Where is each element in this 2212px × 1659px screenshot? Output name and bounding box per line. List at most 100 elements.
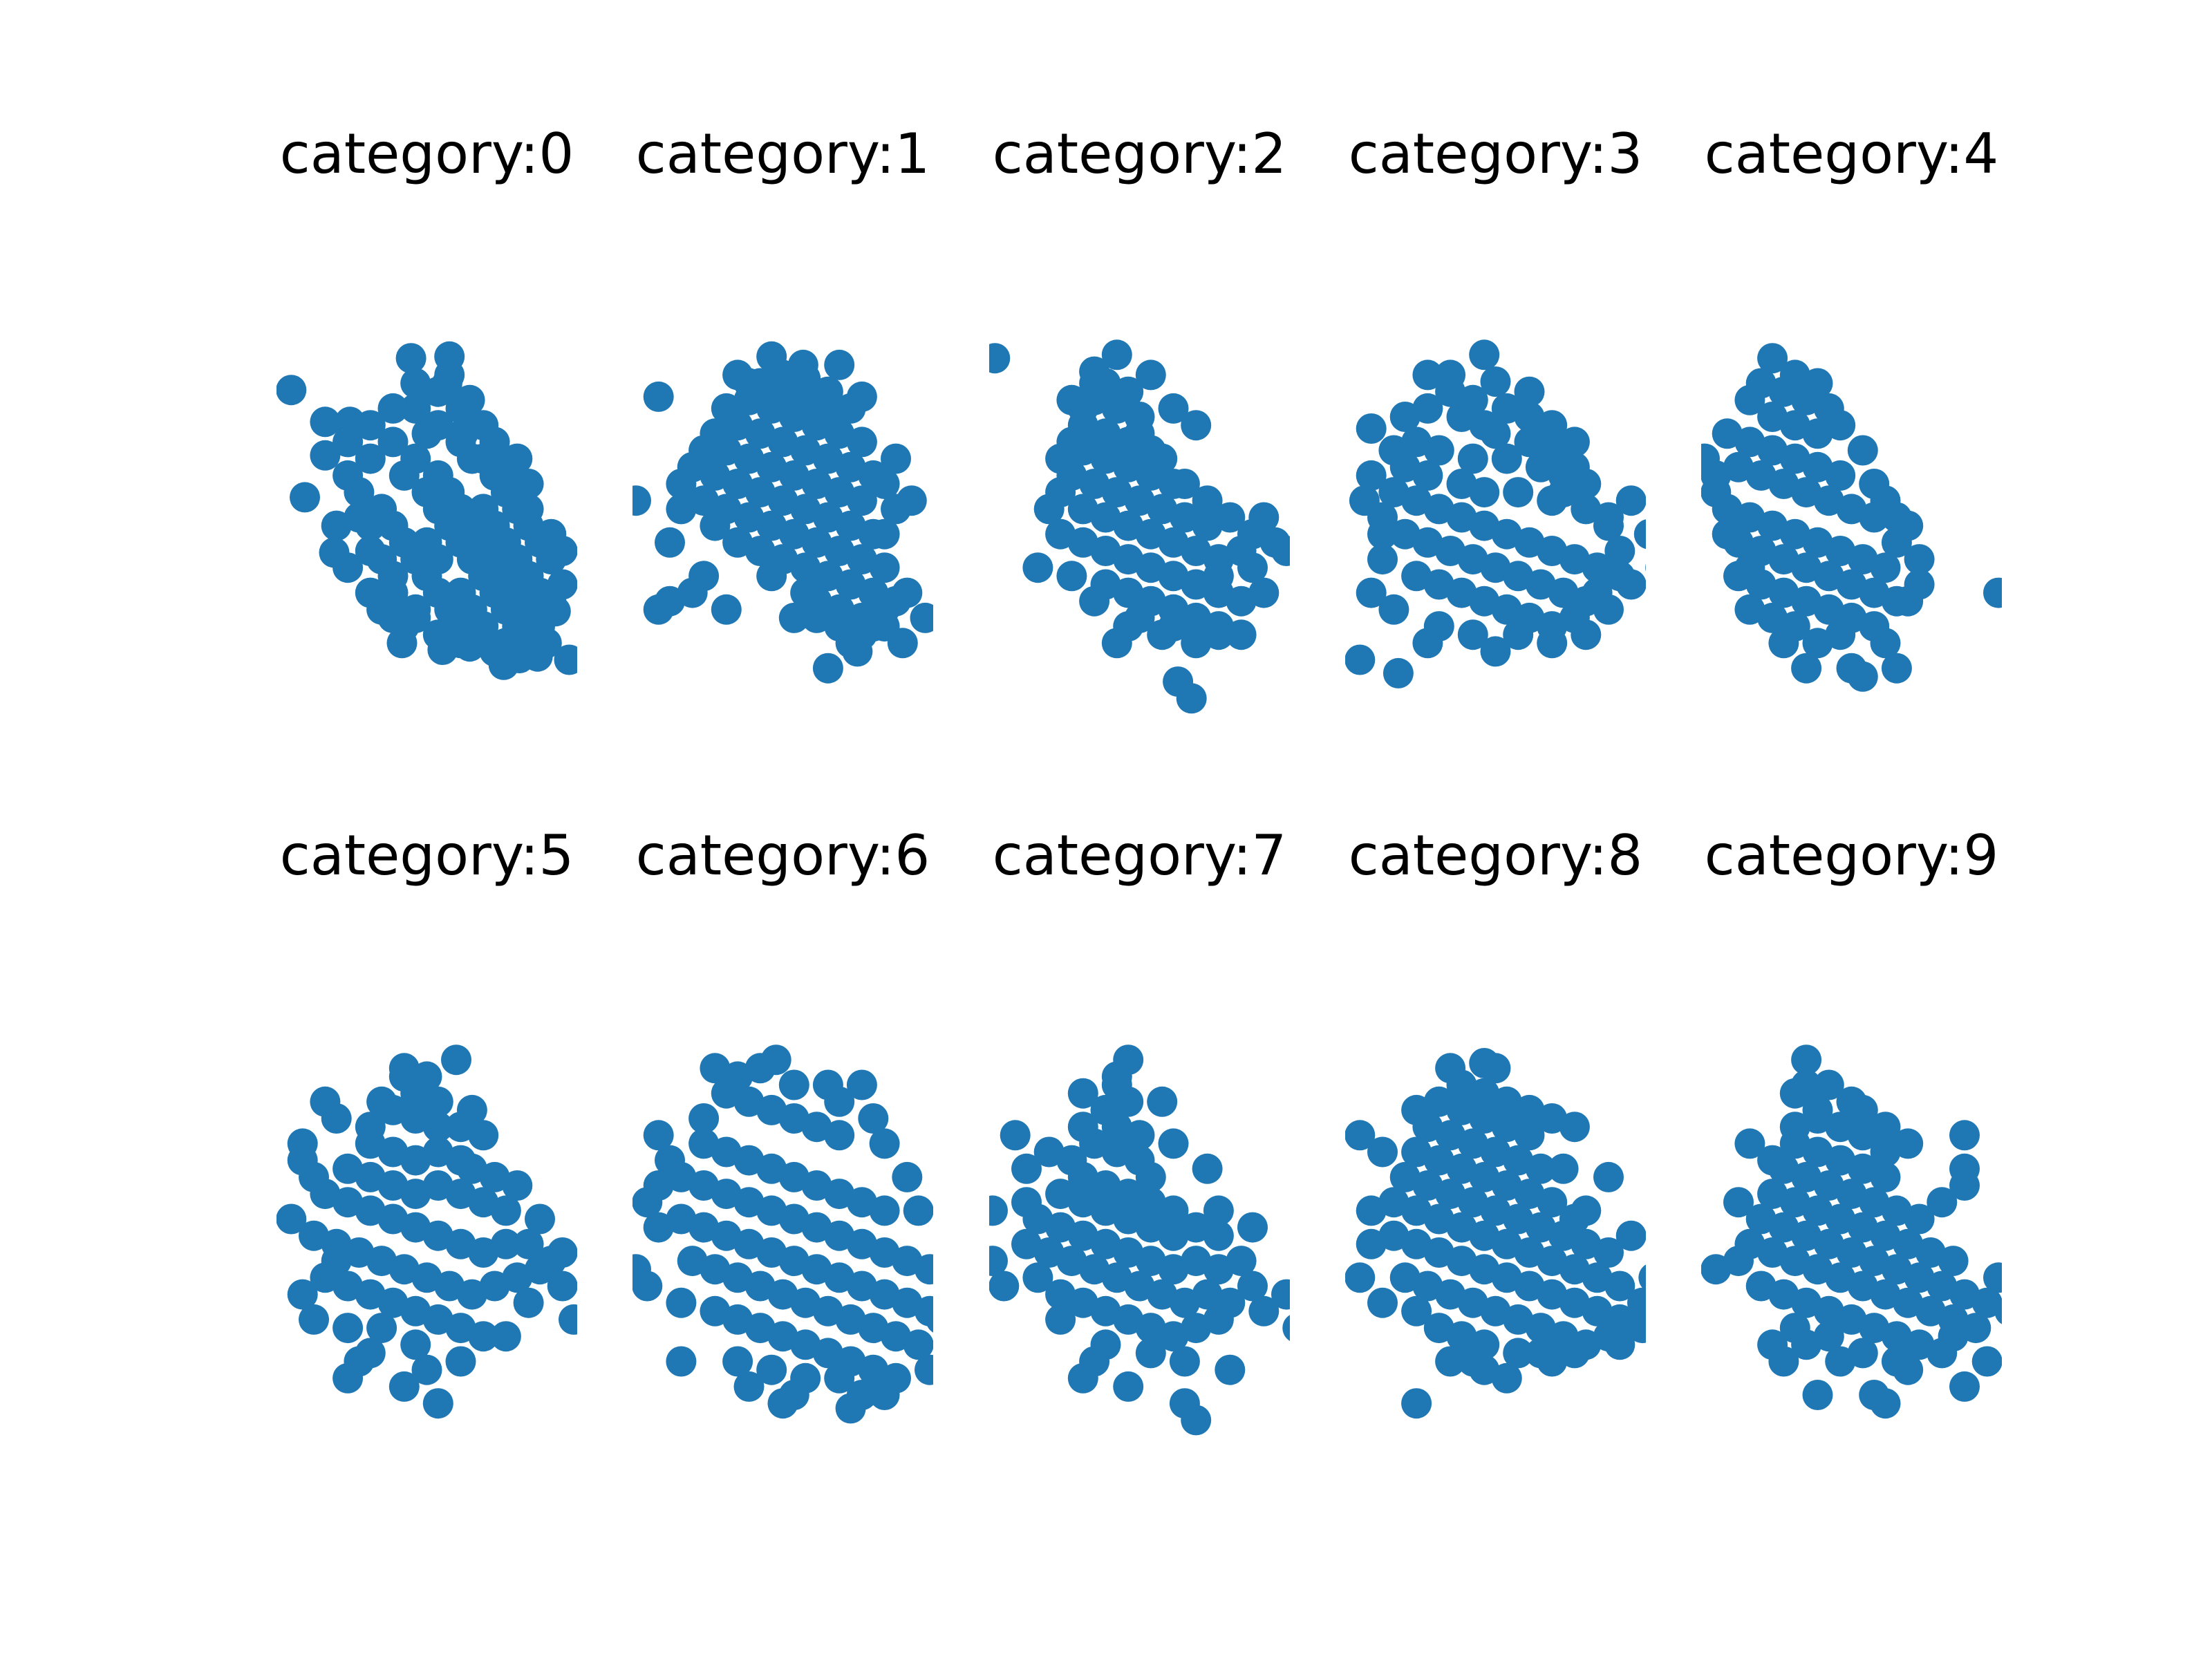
scatter-point [1135, 1338, 1166, 1369]
scatter-point [1181, 1405, 1212, 1436]
scatter-point [1971, 1287, 2002, 1318]
scatter-point [1802, 1380, 1833, 1410]
scatter-point [1401, 1388, 1432, 1419]
scatter-point [1503, 619, 1534, 650]
scatter-point [824, 349, 855, 380]
subplot-title: category:8 [1349, 823, 1643, 888]
scatter-point [1237, 1212, 1268, 1243]
scatter-point [722, 527, 753, 558]
subplot-title: category:7 [993, 823, 1287, 888]
scatter-point [547, 1271, 577, 1302]
scatter-point [869, 1195, 900, 1226]
scatter-point [1248, 1295, 1280, 1327]
scatter-point [711, 594, 742, 625]
scatter-point [846, 427, 877, 458]
scatter-point [355, 443, 386, 474]
scatter-point [310, 1086, 341, 1117]
scatter-point [1960, 1313, 1991, 1344]
subplot-title: category:5 [280, 823, 574, 888]
scatter-point [1356, 413, 1387, 444]
scatter-point [344, 1346, 375, 1377]
scatter-points [1701, 343, 2002, 692]
scatter-point [1203, 1304, 1234, 1335]
scatter-point [989, 1246, 1008, 1277]
scatter-point [756, 1354, 787, 1385]
scatter-point [989, 343, 1011, 374]
scatter-point [547, 536, 577, 566]
scatter-point [733, 368, 765, 399]
scatter-point [1237, 1271, 1268, 1302]
scatter-point [310, 406, 341, 438]
scatter-point [1203, 1195, 1234, 1226]
scatter-point [756, 561, 787, 592]
scatter-point [1135, 359, 1166, 391]
scatter-point [1757, 602, 1788, 633]
scatter-point [1203, 619, 1234, 650]
scatter-point [824, 1120, 855, 1151]
scatter-point [366, 594, 397, 625]
scatter-point [1271, 536, 1290, 566]
scatter-point [1537, 1187, 1568, 1218]
scatter-point [355, 536, 386, 566]
scatter-points [1345, 339, 1646, 688]
scatter-point [554, 644, 577, 675]
scatter-point [479, 427, 510, 458]
scatter-point [388, 1371, 420, 1402]
scatter-point [1101, 339, 1132, 371]
scatter-point [666, 1346, 697, 1377]
scatter-point [1881, 585, 1912, 617]
scatter-point [479, 636, 510, 667]
scatter-point [1983, 577, 2002, 608]
scatter-point [1367, 1136, 1398, 1168]
scatter-point [915, 1295, 933, 1327]
scatter-point [1779, 1313, 1810, 1344]
scatter-point [276, 375, 307, 406]
scatter-point [1559, 1112, 1590, 1143]
scatter-point [1638, 1264, 1646, 1291]
scatter-point [513, 1287, 544, 1318]
scatter-point [1593, 1161, 1624, 1192]
scatter-point [1378, 594, 1409, 625]
scatter-point [1367, 518, 1398, 550]
scatter-point [1147, 1086, 1178, 1117]
scatter-point [1757, 343, 1788, 374]
scatter-point [1435, 359, 1466, 391]
scatter-point [1169, 469, 1200, 499]
scatter-point [377, 427, 409, 458]
scatter-point [666, 469, 697, 499]
scatter-point [1593, 502, 1624, 533]
scatter-point [1135, 1161, 1166, 1192]
scatter-point [835, 1393, 866, 1424]
scatter-point [1045, 477, 1076, 508]
scatter-point [1067, 393, 1098, 424]
scatter-point [441, 1044, 471, 1076]
scatter-point [1593, 1321, 1624, 1352]
scatter-point [1469, 339, 1500, 371]
scatter-point [846, 485, 877, 516]
scatter-point [332, 427, 364, 458]
scatter-point [1859, 502, 1890, 533]
scatter-point [513, 469, 544, 499]
scatter-point [1971, 1346, 2002, 1377]
scatter-points [1701, 1044, 2002, 1419]
scatter-points [276, 1044, 577, 1419]
scatter-point [388, 460, 420, 491]
scatter-point [1768, 1346, 1799, 1377]
scatter-point [445, 1145, 476, 1176]
scatter-point [881, 494, 911, 525]
subplot-title: category:4 [1705, 122, 1999, 186]
subplot-2: category:2 [989, 122, 1290, 714]
scatter-point [790, 1362, 821, 1394]
scatter-point [299, 1304, 329, 1335]
scatter-point [1825, 460, 1856, 491]
subplot-panels: category:0 category:1 category:2 category:3… [276, 122, 2002, 1436]
scatter-point [1904, 1203, 1935, 1235]
scatter-point [1412, 460, 1443, 491]
scatter-point [1113, 1371, 1144, 1402]
scatter-point [989, 1195, 1008, 1226]
scatter-point [377, 393, 409, 424]
scatter-point [1480, 418, 1511, 449]
scatter-point [1734, 1128, 1765, 1159]
scatter-point [1158, 1128, 1189, 1159]
